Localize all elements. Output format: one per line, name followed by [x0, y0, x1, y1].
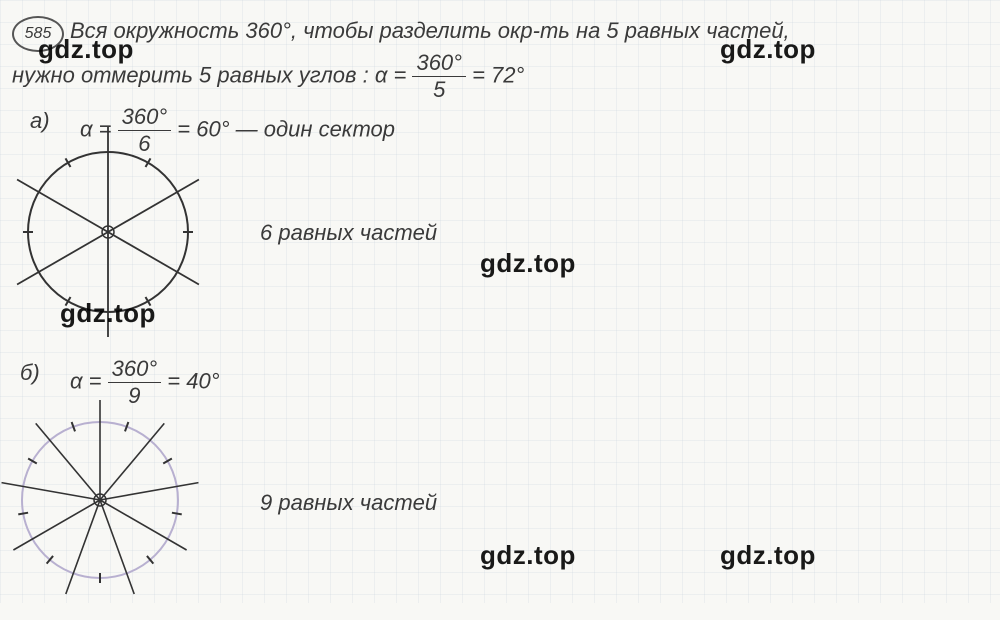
diagram-a-circle-6	[0, 112, 250, 372]
part-a-caption: 6 равных частей	[260, 220, 437, 246]
part-b-label: б)	[20, 360, 40, 386]
watermark: gdz.top	[38, 34, 134, 65]
line2-prefix: нужно отмерить 5 равных углов : α =	[12, 62, 412, 87]
watermark: gdz.top	[720, 540, 816, 571]
watermark: gdz.top	[480, 540, 576, 571]
part-b-prefix: α =	[70, 368, 108, 393]
watermark: gdz.top	[720, 34, 816, 65]
diagram-b-circle-9	[0, 400, 230, 620]
line2-frac-den: 5	[412, 77, 466, 101]
line2-fraction: 360° 5	[412, 52, 466, 101]
watermark: gdz.top	[60, 298, 156, 329]
line2-suffix: = 72°	[472, 62, 524, 87]
watermark: gdz.top	[480, 248, 576, 279]
problem-line-1: Вся окружность 360°, чтобы разделить окр…	[70, 18, 790, 44]
part-b-caption: 9 равных частей	[260, 490, 437, 516]
part-b-suffix: = 40°	[167, 368, 219, 393]
part-b-num: 360°	[108, 358, 162, 383]
line2-frac-num: 360°	[412, 52, 466, 77]
